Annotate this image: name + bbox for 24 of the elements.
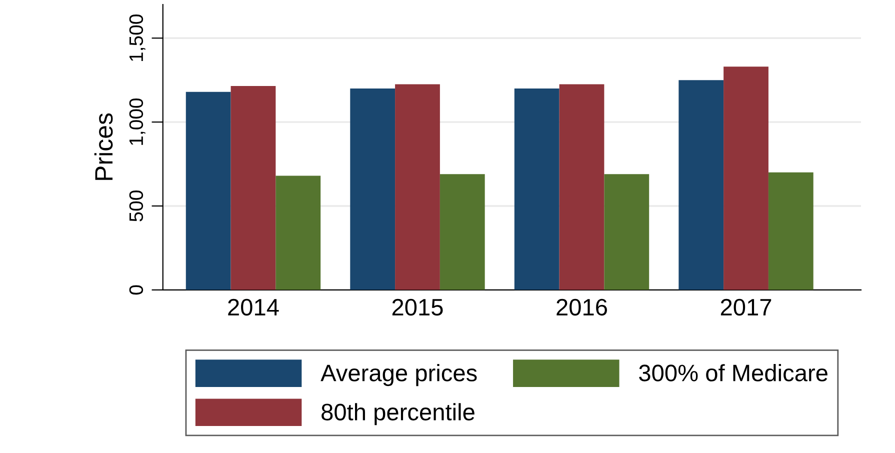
bar xyxy=(678,80,724,290)
x-tick-label: 2015 xyxy=(392,298,443,316)
legend-label: Average prices xyxy=(320,364,477,386)
bar xyxy=(604,174,650,290)
legend-label: 80th percentile xyxy=(322,403,474,426)
y-tick-label: 1,000 xyxy=(129,98,146,145)
bar xyxy=(559,84,604,290)
bar xyxy=(230,86,276,290)
x-tick-label: 2017 xyxy=(720,298,772,316)
bar xyxy=(514,88,560,290)
bar xyxy=(350,88,396,290)
bar xyxy=(724,66,768,290)
bar xyxy=(276,176,321,290)
x-tick-label: 2016 xyxy=(556,298,607,316)
x-tick-label: 2014 xyxy=(228,298,279,316)
y-tick-label: 1,500 xyxy=(129,14,146,61)
bar xyxy=(440,174,485,290)
y-axis-title: Prices xyxy=(94,113,113,180)
bar xyxy=(768,172,814,290)
y-tick-label: 0 xyxy=(129,285,144,295)
legend-label: 300% of Medicare xyxy=(639,364,828,382)
bar xyxy=(186,92,231,290)
y-tick-label: 500 xyxy=(129,190,144,222)
bar xyxy=(395,84,440,290)
